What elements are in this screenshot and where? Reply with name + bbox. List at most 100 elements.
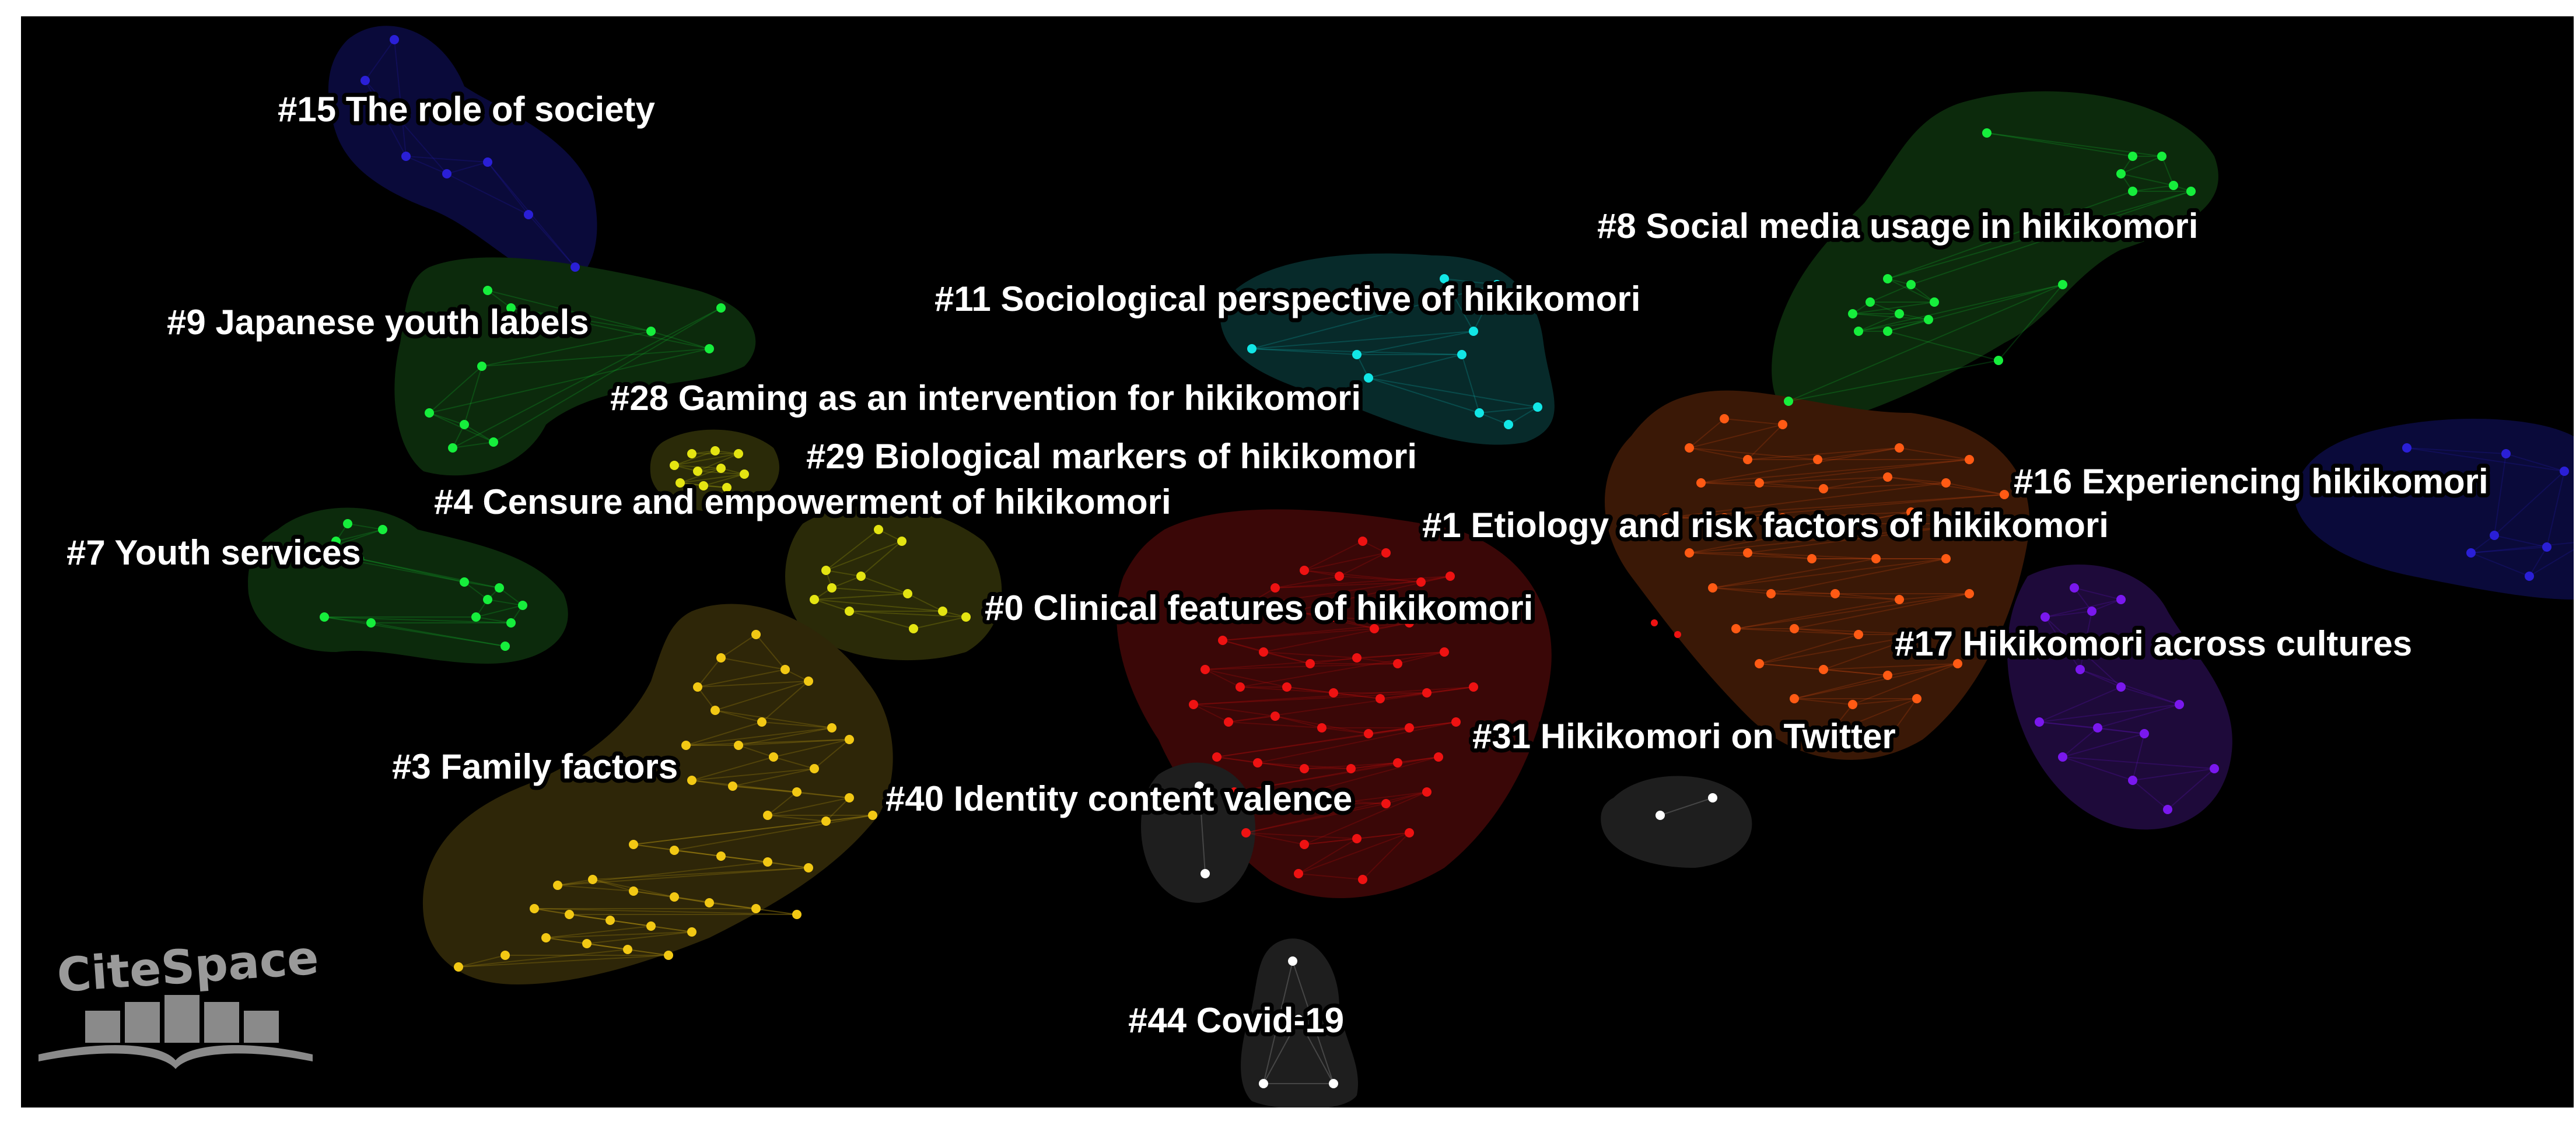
node-cluster-11[interactable] xyxy=(1247,344,1256,353)
node-cluster-0[interactable] xyxy=(1288,607,1297,616)
node-cluster-8[interactable] xyxy=(1883,327,1892,336)
node-cluster-3[interactable] xyxy=(553,881,562,890)
node-cluster-0[interactable] xyxy=(1224,717,1233,727)
node-cluster-11[interactable] xyxy=(1364,373,1373,383)
node-cluster-28[interactable] xyxy=(670,461,679,470)
node-cluster-1[interactable] xyxy=(1825,729,1834,738)
node-cluster-7[interactable] xyxy=(331,537,341,546)
node-cluster-3[interactable] xyxy=(810,764,819,773)
node-cluster-0[interactable] xyxy=(1189,700,1198,709)
node-cluster-7[interactable] xyxy=(483,595,492,604)
node-cluster-3[interactable] xyxy=(868,811,877,820)
node-cluster-1[interactable] xyxy=(1965,589,1974,598)
node-cluster-4[interactable] xyxy=(897,537,907,546)
node-cluster-7[interactable] xyxy=(366,618,376,628)
node-cluster-1[interactable] xyxy=(1871,554,1881,563)
node-cluster-1[interactable] xyxy=(1883,735,1892,744)
node-cluster-3[interactable] xyxy=(728,781,737,791)
node-cluster-0[interactable] xyxy=(1381,799,1391,808)
node-cluster-11[interactable] xyxy=(1352,350,1362,359)
node-cluster-0[interactable] xyxy=(1270,712,1280,721)
node-cluster-9[interactable] xyxy=(448,443,457,453)
node-cluster-8[interactable] xyxy=(1895,309,1904,318)
node-cluster-8[interactable] xyxy=(2186,187,2196,196)
node-cluster-11[interactable] xyxy=(1475,408,1484,418)
node-cluster-7[interactable] xyxy=(471,612,481,622)
node-cluster-0[interactable] xyxy=(1469,682,1478,692)
node-cluster-3[interactable] xyxy=(501,951,510,960)
node-cluster-1[interactable] xyxy=(1755,478,1764,488)
node-cluster-1[interactable] xyxy=(2000,490,2009,499)
node-cluster-3[interactable] xyxy=(664,951,673,960)
node-cluster-0[interactable] xyxy=(1282,793,1292,802)
node-cluster-0[interactable] xyxy=(1329,612,1338,622)
node-cluster-0[interactable] xyxy=(1370,624,1379,633)
node-cluster-9[interactable] xyxy=(483,286,492,295)
node-cluster-8[interactable] xyxy=(1854,327,1863,336)
node-cluster-0[interactable] xyxy=(1306,659,1315,668)
node-cluster-17[interactable] xyxy=(2163,805,2172,814)
node-cluster-31[interactable] xyxy=(1708,793,1717,802)
node-cluster-7[interactable] xyxy=(495,583,504,593)
node-cluster-15[interactable] xyxy=(442,169,452,178)
node-cluster-3[interactable] xyxy=(530,904,539,913)
node-cluster-1[interactable] xyxy=(1778,513,1787,523)
node-cluster-0[interactable] xyxy=(1393,758,1402,767)
node-cluster-3[interactable] xyxy=(541,933,551,942)
node-cluster-0[interactable] xyxy=(1241,601,1251,610)
node-cluster-0[interactable] xyxy=(1236,682,1245,692)
node-cluster-3[interactable] xyxy=(687,776,696,785)
node-cluster-0[interactable] xyxy=(1212,752,1222,762)
node-cluster-7[interactable] xyxy=(506,618,516,628)
node-cluster-1[interactable] xyxy=(1743,455,1752,464)
node-cluster-1[interactable] xyxy=(1819,484,1828,493)
node-cluster-9[interactable] xyxy=(489,437,498,447)
node-cluster-3[interactable] xyxy=(780,665,790,674)
node-extra[interactable] xyxy=(1651,619,1658,626)
node-cluster-0[interactable] xyxy=(1416,577,1426,587)
node-cluster-17[interactable] xyxy=(2076,665,2085,674)
node-cluster-8[interactable] xyxy=(2169,181,2178,190)
node-cluster-3[interactable] xyxy=(670,892,679,902)
node-cluster-1[interactable] xyxy=(1912,694,1922,703)
node-cluster-1[interactable] xyxy=(1685,443,1694,453)
node-cluster-4[interactable] xyxy=(961,612,971,622)
node-cluster-3[interactable] xyxy=(646,921,656,931)
node-cluster-31[interactable] xyxy=(1656,811,1665,820)
node-cluster-4[interactable] xyxy=(874,525,883,534)
node-cluster-1[interactable] xyxy=(1918,630,1927,639)
node-cluster-7[interactable] xyxy=(320,612,329,622)
node-cluster-17[interactable] xyxy=(2035,717,2044,727)
node-cluster-44[interactable] xyxy=(1288,956,1297,966)
node-cluster-1[interactable] xyxy=(1854,630,1863,639)
node-cluster-0[interactable] xyxy=(1241,828,1251,837)
node-cluster-7[interactable] xyxy=(308,548,317,558)
node-cluster-15[interactable] xyxy=(401,152,411,161)
node-cluster-8[interactable] xyxy=(1924,315,1933,324)
node-cluster-1[interactable] xyxy=(1883,472,1892,482)
node-cluster-4[interactable] xyxy=(810,595,819,604)
node-cluster-15[interactable] xyxy=(390,35,399,44)
node-cluster-1[interactable] xyxy=(1941,554,1951,563)
node-cluster-0[interactable] xyxy=(1294,869,1303,878)
node-cluster-44[interactable] xyxy=(1259,1079,1268,1088)
node-cluster-0[interactable] xyxy=(1317,723,1326,733)
node-cluster-40[interactable] xyxy=(1195,781,1204,791)
node-cluster-0[interactable] xyxy=(1405,723,1414,733)
node-cluster-16[interactable] xyxy=(2525,572,2534,581)
node-cluster-0[interactable] xyxy=(1218,636,1227,645)
node-cluster-8[interactable] xyxy=(2058,280,2067,289)
node-cluster-3[interactable] xyxy=(565,910,574,919)
node-cluster-44[interactable] xyxy=(1329,1079,1338,1088)
node-cluster-3[interactable] xyxy=(693,682,702,692)
node-cluster-3[interactable] xyxy=(716,653,726,663)
node-cluster-3[interactable] xyxy=(751,630,761,639)
node-cluster-3[interactable] xyxy=(629,886,638,896)
node-cluster-9[interactable] xyxy=(506,303,516,313)
node-cluster-4[interactable] xyxy=(827,583,836,593)
node-cluster-7[interactable] xyxy=(518,601,527,610)
node-cluster-11[interactable] xyxy=(1440,274,1449,283)
node-cluster-40[interactable] xyxy=(1200,869,1210,878)
node-cluster-7[interactable] xyxy=(378,525,387,534)
node-cluster-7[interactable] xyxy=(355,554,364,563)
